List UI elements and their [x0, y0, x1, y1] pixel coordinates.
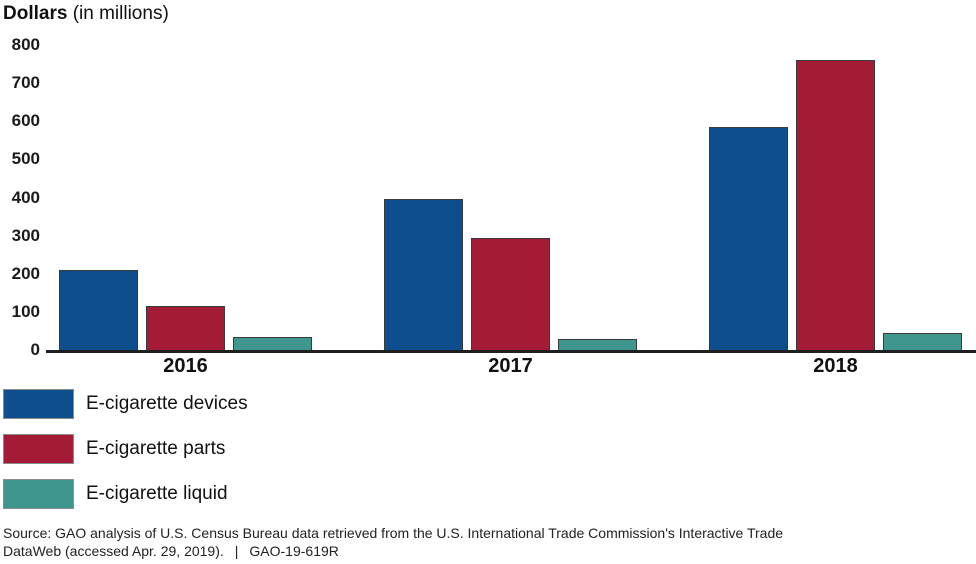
bar-e-cigarette-liquid-2018	[883, 333, 962, 350]
y-tick-label-600: 600	[11, 111, 40, 131]
x-tick-label-2017: 2017	[488, 355, 533, 377]
legend-swatch-e-cigarette-liquid	[3, 479, 74, 509]
bar-e-cigarette-parts-2018	[796, 60, 875, 350]
y-tick-label-800: 800	[11, 35, 40, 54]
bar-e-cigarette-devices-2018	[709, 127, 788, 350]
legend-swatch-e-cigarette-devices	[3, 389, 74, 419]
y-tick-label-400: 400	[11, 187, 40, 207]
y-tick-label-700: 700	[11, 73, 40, 93]
bar-e-cigarette-devices-2016	[59, 270, 138, 350]
y-tick-label-500: 500	[11, 149, 40, 169]
x-tick-label-2018: 2018	[813, 355, 858, 377]
source-line-2: DataWeb (accessed Apr. 29, 2019). | GAO-19…	[3, 542, 783, 560]
legend-item-e-cigarette-parts: E-cigarette parts	[3, 434, 225, 464]
x-tick-label-2016: 2016	[163, 355, 208, 377]
bar-e-cigarette-liquid-2017	[558, 339, 637, 350]
report-number: GAO-19-619R	[249, 543, 339, 559]
bar-e-cigarette-liquid-2016	[233, 337, 312, 350]
legend-item-e-cigarette-liquid: E-cigarette liquid	[3, 479, 228, 509]
legend-label-e-cigarette-devices: E-cigarette devices	[86, 393, 248, 414]
y-tick-label-100: 100	[11, 301, 40, 321]
y-tick-label-0: 0	[30, 340, 40, 359]
legend-item-e-cigarette-devices: E-cigarette devices	[3, 389, 248, 419]
legend-label-e-cigarette-liquid: E-cigarette liquid	[86, 483, 228, 504]
chart-title: Dollars (in millions)	[3, 3, 169, 25]
source-line-1: Source: GAO analysis of U.S. Census Bure…	[3, 525, 784, 541]
bar-e-cigarette-parts-2016	[146, 306, 225, 350]
source-separator: |	[234, 543, 239, 559]
plot-area	[46, 45, 976, 353]
chart-title-qualifier: (in millions)	[67, 3, 169, 24]
legend-swatch-e-cigarette-parts	[3, 434, 74, 464]
bar-e-cigarette-devices-2017	[384, 199, 463, 350]
legend-label-e-cigarette-parts: E-cigarette parts	[86, 438, 226, 459]
bar-e-cigarette-parts-2017	[471, 238, 550, 350]
source-line-2-text: DataWeb (accessed Apr. 29, 2019).	[3, 543, 224, 559]
chart-title-unit: Dollars	[3, 3, 68, 24]
y-tick-label-200: 200	[11, 263, 40, 283]
y-tick-label-300: 300	[11, 225, 40, 245]
source-note: Source: GAO analysis of U.S. Census Bure…	[3, 524, 783, 560]
